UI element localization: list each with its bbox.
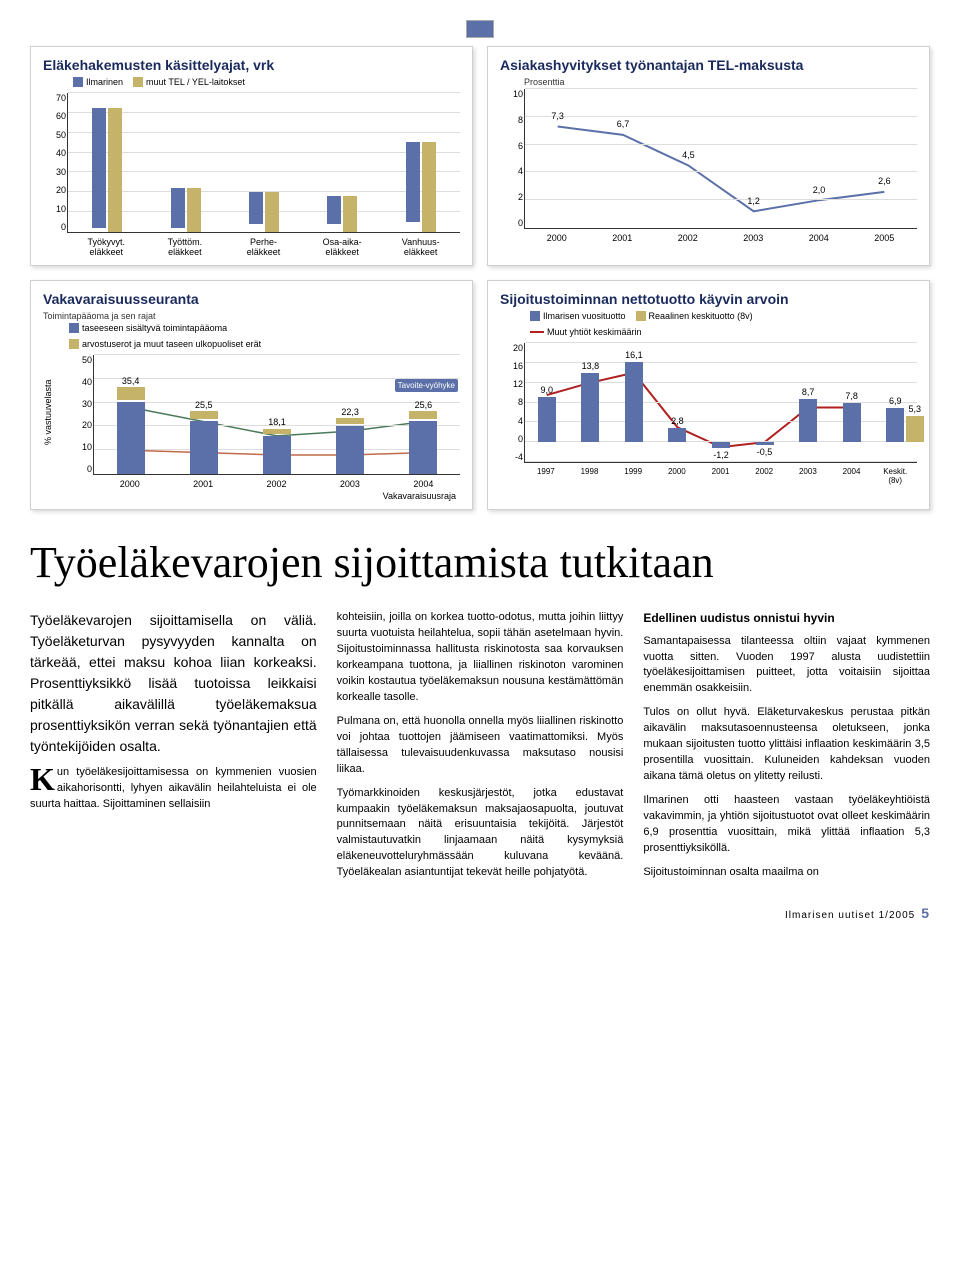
article-headline: Työeläkevarojen sijoittamista tutkitaan (30, 540, 930, 586)
article-paragraph: Ilmarinen otti haasteen vastaan työeläke… (643, 793, 930, 857)
legend-item: taseeseen sisältyvä toimintapääoma (69, 323, 227, 333)
article-body: Työeläkevarojen sijoittamisella on väliä… (30, 610, 930, 889)
legend-label: arvostuserot ja muut taseen ulkopuoliset… (82, 339, 261, 349)
swatch-icon (73, 77, 83, 87)
article-paragraph: kohteisiin, joilla on korkea tuotto-odot… (337, 610, 624, 706)
swatch-icon (636, 311, 646, 321)
article-paragraph: Samantapaisessa tilanteessa oltiin vajaa… (643, 634, 930, 698)
chart-3-card: Vakavaraisuusseuranta Toimintapääoma ja … (30, 280, 473, 510)
charts-row-2: Vakavaraisuusseuranta Toimintapääoma ja … (30, 280, 930, 510)
legend-item: Muut yhtiöt keskimäärin (530, 327, 642, 337)
y-axis-ticks: 1086420 (501, 89, 523, 228)
chart-2-title: Asiakashyvitykset työnantajan TEL-maksus… (500, 57, 917, 73)
chart-3-ylabel: % vastuuvelasta (43, 323, 53, 501)
chart-1-card: Eläkehakemusten käsittelyajat, vrk Ilmar… (30, 46, 473, 266)
tavoite-badge: Tavoite-vyöhyke (395, 379, 458, 392)
chart-3-subtitle: Toimintapääoma ja sen rajat (43, 311, 460, 321)
chart-4-legend-2: Muut yhtiöt keskimäärin (530, 327, 917, 337)
x-axis-labels: 200020012002200320042005 (524, 233, 917, 243)
header-mark (30, 20, 930, 38)
chart-1-legend: Ilmarinen muut TEL / YEL-laitokset (73, 77, 460, 87)
swatch-icon (530, 311, 540, 321)
x-axis-labels: 19971998199920002001200220032004Keskit.(… (524, 467, 917, 485)
swatch-icon (133, 77, 143, 87)
footer-text: Ilmarisen uutiset 1/2005 (785, 910, 915, 921)
chart-3-plot: 50403020100 Tavoite-vyöhyke 35,425,518,1… (93, 355, 460, 475)
chart-4-card: Sijoitustoiminnan nettotuotto käyvin arv… (487, 280, 930, 510)
page-footer: Ilmarisen uutiset 1/2005 5 (30, 905, 930, 921)
legend-label: Muut yhtiöt keskimäärin (547, 327, 642, 337)
chart-2-line (525, 89, 917, 228)
legend-item: arvostuserot ja muut taseen ulkopuoliset… (69, 339, 261, 349)
legend-item: Reaalinen keskituotto (8v) (636, 311, 753, 321)
article-paragraph: Tulos on ollut hyvä. Eläketurvakeskus pe… (643, 705, 930, 785)
article-paragraph: Kun työeläkesijoittamisessa on kymmenien… (30, 765, 317, 813)
chart-4-legend: Ilmarisen vuosituotto Reaalinen keskituo… (530, 311, 917, 321)
legend-item: Ilmarisen vuosituotto (530, 311, 626, 321)
x-axis-labels: Työkyvyt.eläkkeetTyöttöm.eläkkeetPerhe-e… (67, 237, 460, 257)
chart-1-plot: 706050403020100 (67, 93, 460, 233)
y-axis-ticks: 201612840-4 (501, 343, 523, 462)
swatch-icon (69, 339, 79, 349)
legend-label: Ilmarinen (86, 77, 123, 87)
column-2: kohteisiin, joilla on korkea tuotto-odot… (337, 610, 624, 889)
y-axis-ticks: 50403020100 (70, 355, 92, 474)
page-number: 5 (921, 905, 930, 921)
line-swatch-icon (530, 331, 544, 333)
article-subheading: Edellinen uudistus onnistui hyvin (643, 610, 930, 627)
article-paragraph: Työmarkkinoiden keskusjärjestöt, jotka e… (337, 786, 624, 882)
column-1: Työeläkevarojen sijoittamisella on väliä… (30, 610, 317, 889)
article-paragraph: Sijoitustoiminnan osalta maailma on (643, 865, 930, 881)
x-axis-labels: 20002001200220032004 (93, 479, 460, 489)
article-paragraph: Pulmana on, että huonolla onnella myös l… (337, 714, 624, 778)
chart-1-title: Eläkehakemusten käsittelyajat, vrk (43, 57, 460, 73)
chart-3-legend-2: arvostuserot ja muut taseen ulkopuoliset… (69, 339, 460, 349)
legend-item: muut TEL / YEL-laitokset (133, 77, 245, 87)
chart-3-legend: taseeseen sisältyvä toimintapääoma (69, 323, 460, 333)
chart-3-title: Vakavaraisuusseuranta (43, 291, 460, 307)
swatch-icon (69, 323, 79, 333)
legend-item: Ilmarinen (73, 77, 123, 87)
chart-3-footer-label: Vakavaraisuusraja (69, 491, 456, 501)
legend-label: Ilmarisen vuosituotto (543, 311, 626, 321)
y-axis-ticks: 706050403020100 (44, 93, 66, 232)
chart-4-title: Sijoitustoiminnan nettotuotto käyvin arv… (500, 291, 917, 307)
chart-4-plot: 201612840-4 9,013,816,12,8-1,2-0,58,77,8… (524, 343, 917, 463)
charts-row-1: Eläkehakemusten käsittelyajat, vrk Ilmar… (30, 46, 930, 266)
legend-label: taseeseen sisältyvä toimintapääoma (82, 323, 227, 333)
chart-2-card: Asiakashyvitykset työnantajan TEL-maksus… (487, 46, 930, 266)
legend-label: Reaalinen keskituotto (8v) (649, 311, 753, 321)
logo-mark (466, 20, 494, 38)
chart-2-subtitle: Prosenttia (524, 77, 917, 87)
column-3: Edellinen uudistus onnistui hyvin Samant… (643, 610, 930, 889)
article-intro: Työeläkevarojen sijoittamisella on väliä… (30, 610, 317, 757)
legend-label: muut TEL / YEL-laitokset (146, 77, 245, 87)
chart-2-plot: 1086420 7,36,74,51,22,02,6 (524, 89, 917, 229)
